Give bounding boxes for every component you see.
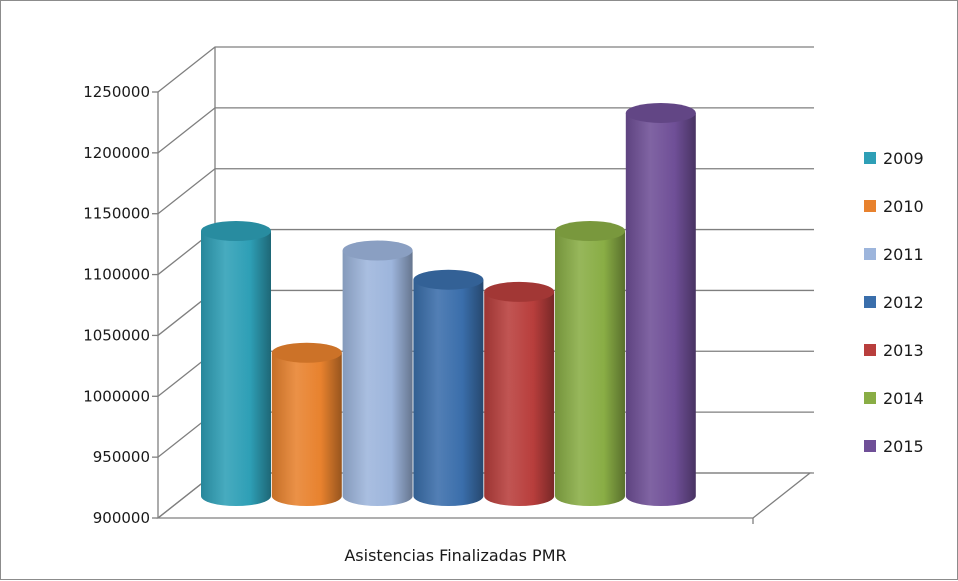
bar-top — [271, 342, 342, 363]
bar-2015 — [625, 102, 696, 506]
legend-swatch — [864, 344, 876, 356]
bar-2013 — [484, 281, 555, 506]
bar-top — [555, 221, 625, 242]
gridline — [157, 107, 814, 154]
legend-label: 2015 — [883, 437, 924, 456]
legend-label: 2013 — [883, 341, 924, 360]
bar-top — [413, 269, 484, 290]
bar-2012 — [413, 269, 484, 506]
legend-item-2014: 2014 — [864, 389, 924, 408]
y-tick-label: 1200000 — [83, 144, 150, 162]
legend-swatch — [864, 200, 876, 212]
y-tick-label: 1150000 — [83, 205, 150, 223]
bar-body — [413, 279, 484, 506]
bar-body — [342, 250, 413, 506]
bar-body — [484, 291, 555, 506]
legend-item-2011: 2011 — [864, 245, 924, 264]
y-tick-label: 950000 — [93, 448, 150, 466]
y-tick-label: 900000 — [93, 509, 150, 527]
bar-body — [201, 231, 271, 507]
legend-label: 2009 — [883, 149, 924, 168]
legend-label: 2011 — [883, 245, 924, 264]
legend-swatch — [864, 392, 876, 404]
y-tick-label: 1250000 — [83, 83, 150, 101]
bar-top — [201, 221, 271, 242]
x-category-label: Asistencias Finalizadas PMR — [344, 546, 566, 565]
legend-item-2009: 2009 — [864, 149, 924, 168]
bar-top — [342, 240, 413, 261]
bar-body — [271, 352, 342, 506]
bars — [201, 102, 696, 507]
bar-2009 — [201, 221, 271, 507]
legend-item-2013: 2013 — [864, 341, 924, 360]
gridline — [157, 168, 814, 215]
legend-item-2012: 2012 — [864, 293, 924, 312]
y-axis: 900000 950000 1000000 1050000 1100000 1150000… — [83, 83, 158, 527]
legend-label: 2014 — [883, 389, 924, 408]
legend-swatch — [864, 152, 876, 164]
legend-swatch — [864, 248, 876, 260]
legend-item-2015: 2015 — [864, 437, 924, 456]
gridline — [157, 46, 814, 93]
legend-item-2010: 2010 — [864, 197, 924, 216]
legend-swatch — [864, 296, 876, 308]
bar-2014 — [555, 221, 625, 507]
y-tick-label: 1050000 — [83, 326, 150, 344]
legend-label: 2012 — [883, 293, 924, 312]
y-tick-label: 1000000 — [83, 387, 150, 405]
bar-top — [484, 281, 555, 302]
bar-top — [625, 102, 696, 123]
legend-label: 2010 — [883, 197, 924, 216]
legend-swatch — [864, 440, 876, 452]
legend: 2009 2010 2011 2012 2013 2014 2015 — [864, 149, 924, 456]
bar-2011 — [342, 240, 413, 506]
x-axis: Asistencias Finalizadas PMR — [344, 518, 754, 565]
bar-2010 — [271, 342, 342, 506]
y-tick-label: 1100000 — [83, 266, 150, 284]
bar-body — [555, 231, 625, 507]
bar-body — [625, 112, 696, 506]
